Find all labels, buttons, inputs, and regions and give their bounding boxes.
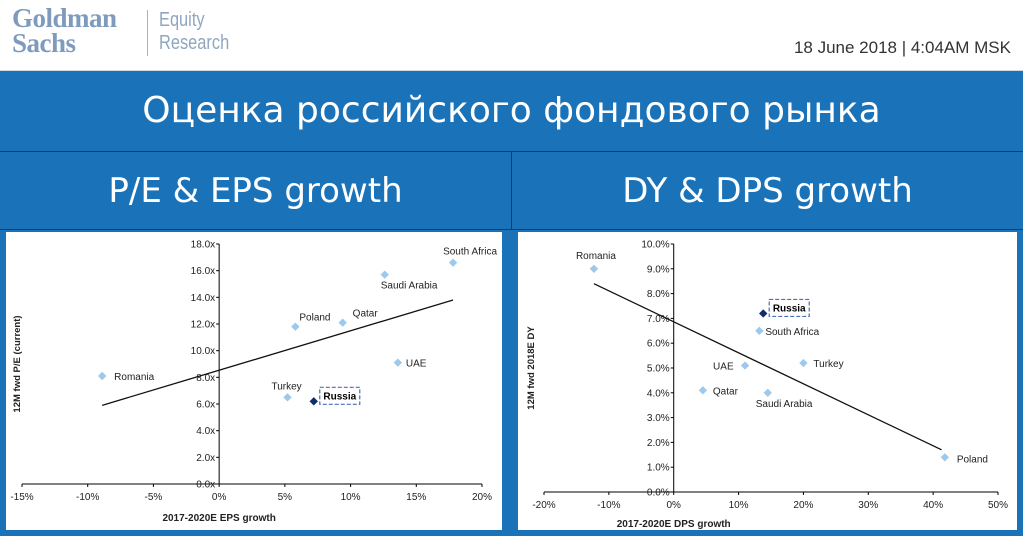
logo-sub-line-1: Equity [159,9,205,31]
x-tick-label: 10% [341,492,361,503]
data-label-russia: Russia [773,303,806,314]
y-tick-label: 16.0x [191,266,215,277]
data-label-romania: Romania [114,372,154,383]
logo-divider [147,10,148,56]
x-tick-label: -20% [532,500,555,511]
x-tick-label: -5% [145,492,163,503]
y-tick-label: 2.0x [196,453,215,464]
x-tick-label: 30% [858,500,878,511]
data-point-russia [309,397,318,406]
y-tick-label: 14.0x [191,293,215,304]
y-tick-label: 8.0x [196,373,215,384]
x-tick-label: 20% [472,492,492,503]
data-label-qatar: Qatar [713,386,739,397]
subtitle-column-divider [511,151,512,230]
x-tick-label: 20% [793,500,813,511]
data-label-uae: UAE [406,359,427,370]
data-point-uae [393,358,403,367]
y-tick-label: 2.0% [647,438,670,449]
title-band: Оценка российского фондового рынка [0,71,1023,151]
trend-line [101,299,454,406]
x-tick-label: 0% [666,500,681,511]
data-point-saudi-arabia [763,388,772,397]
goldman-sachs-logo: Goldman Sachs [12,3,117,58]
data-label-saudi-arabia: Saudi Arabia [381,281,438,292]
report-date: 18 June 2018 | 4:04AM MSK [793,38,1011,57]
data-point-south-africa [448,258,458,267]
dy-dps-scatter-chart: 0.0% 1.0% 2.0% 3.0% 4.0% 5.0% 6.0% 7.0% 8.0% 9.0%… [526,240,1008,531]
data-label-south-africa: South Africa [443,247,497,258]
data-label-turkey: Turkey [271,381,301,392]
x-tick-label: -10% [76,492,99,503]
data-label-russia: Russia [323,391,356,402]
y-tick-label: 0.0x [196,480,215,491]
y-tick-label: 4.0% [647,388,670,399]
y-tick-label: 8.0% [647,289,670,300]
y-tick-label: 6.0x [196,400,215,411]
data-label-qatar: Qatar [353,309,379,320]
right-chart-subtitle: DY & DPS growth [622,171,913,211]
data-point-uae [740,361,750,370]
pe-eps-scatter-chart: 0.0x 2.0x 4.0x 6.0x 8.0x 10.0x 12.0x 14.0x 16.0x… [10,240,497,525]
data-point-romania [589,264,599,273]
y-axis-title: 12M fwd 2018E DY [526,326,537,410]
y-tick-label: 4.0x [196,426,215,437]
page-title: Оценка российского фондового рынка [142,90,881,131]
data-point-south-africa [755,326,764,335]
logo-line-2: Sachs [12,28,76,58]
data-point-romania [97,371,107,381]
data-point-poland [940,453,950,462]
pe-chart-panel: 0.0x 2.0x 4.0x 6.0x 8.0x 10.0x 12.0x 14.0x 16.0x… [6,232,502,530]
x-tick-label: -15% [10,492,33,503]
report-header: Goldman Sachs Equity Research 18 June 20… [0,0,1023,71]
russia-highlight-box [319,386,361,405]
y-tick-label: 9.0% [647,264,670,275]
x-tick-label: 40% [923,500,943,511]
y-tick-label: 6.0% [647,339,670,350]
y-axis-title: 12M fwd P/E (current) [12,315,23,412]
y-tick-label: 1.0% [647,463,670,474]
x-tick-label: 50% [988,500,1008,511]
y-tick-label: 5.0% [647,364,670,375]
left-chart-subtitle: P/E & EPS growth [108,171,403,211]
data-label-turkey: Turkey [813,359,843,370]
data-point-poland [291,322,300,331]
russia-highlight-box [768,298,810,318]
data-label-poland: Poland [957,454,988,465]
trend-line [593,283,942,451]
logo-sub-line-2: Research [159,32,230,54]
data-point-saudi-arabia [380,270,389,279]
data-point-russia [759,309,768,318]
data-point-turkey [799,358,808,368]
data-label-south-africa: South Africa [765,327,819,338]
x-tick-label: 15% [406,492,426,503]
y-tick-label: 10.0% [641,240,669,251]
data-label-uae: UAE [713,362,734,373]
x-tick-label: -10% [597,500,620,511]
x-tick-label: 0% [212,492,227,503]
data-label-romania: Romania [576,251,616,262]
data-point-qatar [698,386,708,395]
y-tick-label: 12.0x [191,320,215,331]
x-axis-title: 2017-2020E EPS growth [162,513,275,524]
dy-chart-panel: 0.0% 1.0% 2.0% 3.0% 4.0% 5.0% 6.0% 7.0% 8.0% 9.0%… [518,232,1017,530]
y-tick-label: 7.0% [647,314,670,325]
equity-research-label: Equity Research [159,9,229,55]
y-tick-label: 0.0% [647,488,670,499]
data-point-turkey [283,393,292,402]
x-tick-label: 5% [278,492,293,503]
data-label-saudi-arabia: Saudi Arabia [756,399,813,410]
x-axis-title: 2017-2020E DPS growth [617,519,731,530]
logo-line-1: Goldman [12,3,117,33]
y-tick-label: 10.0x [191,346,215,357]
y-tick-label: 3.0% [647,413,670,424]
x-tick-label: 10% [729,500,749,511]
data-label-poland: Poland [299,313,330,324]
y-tick-label: 18.0x [191,240,215,251]
data-point-qatar [338,318,347,327]
